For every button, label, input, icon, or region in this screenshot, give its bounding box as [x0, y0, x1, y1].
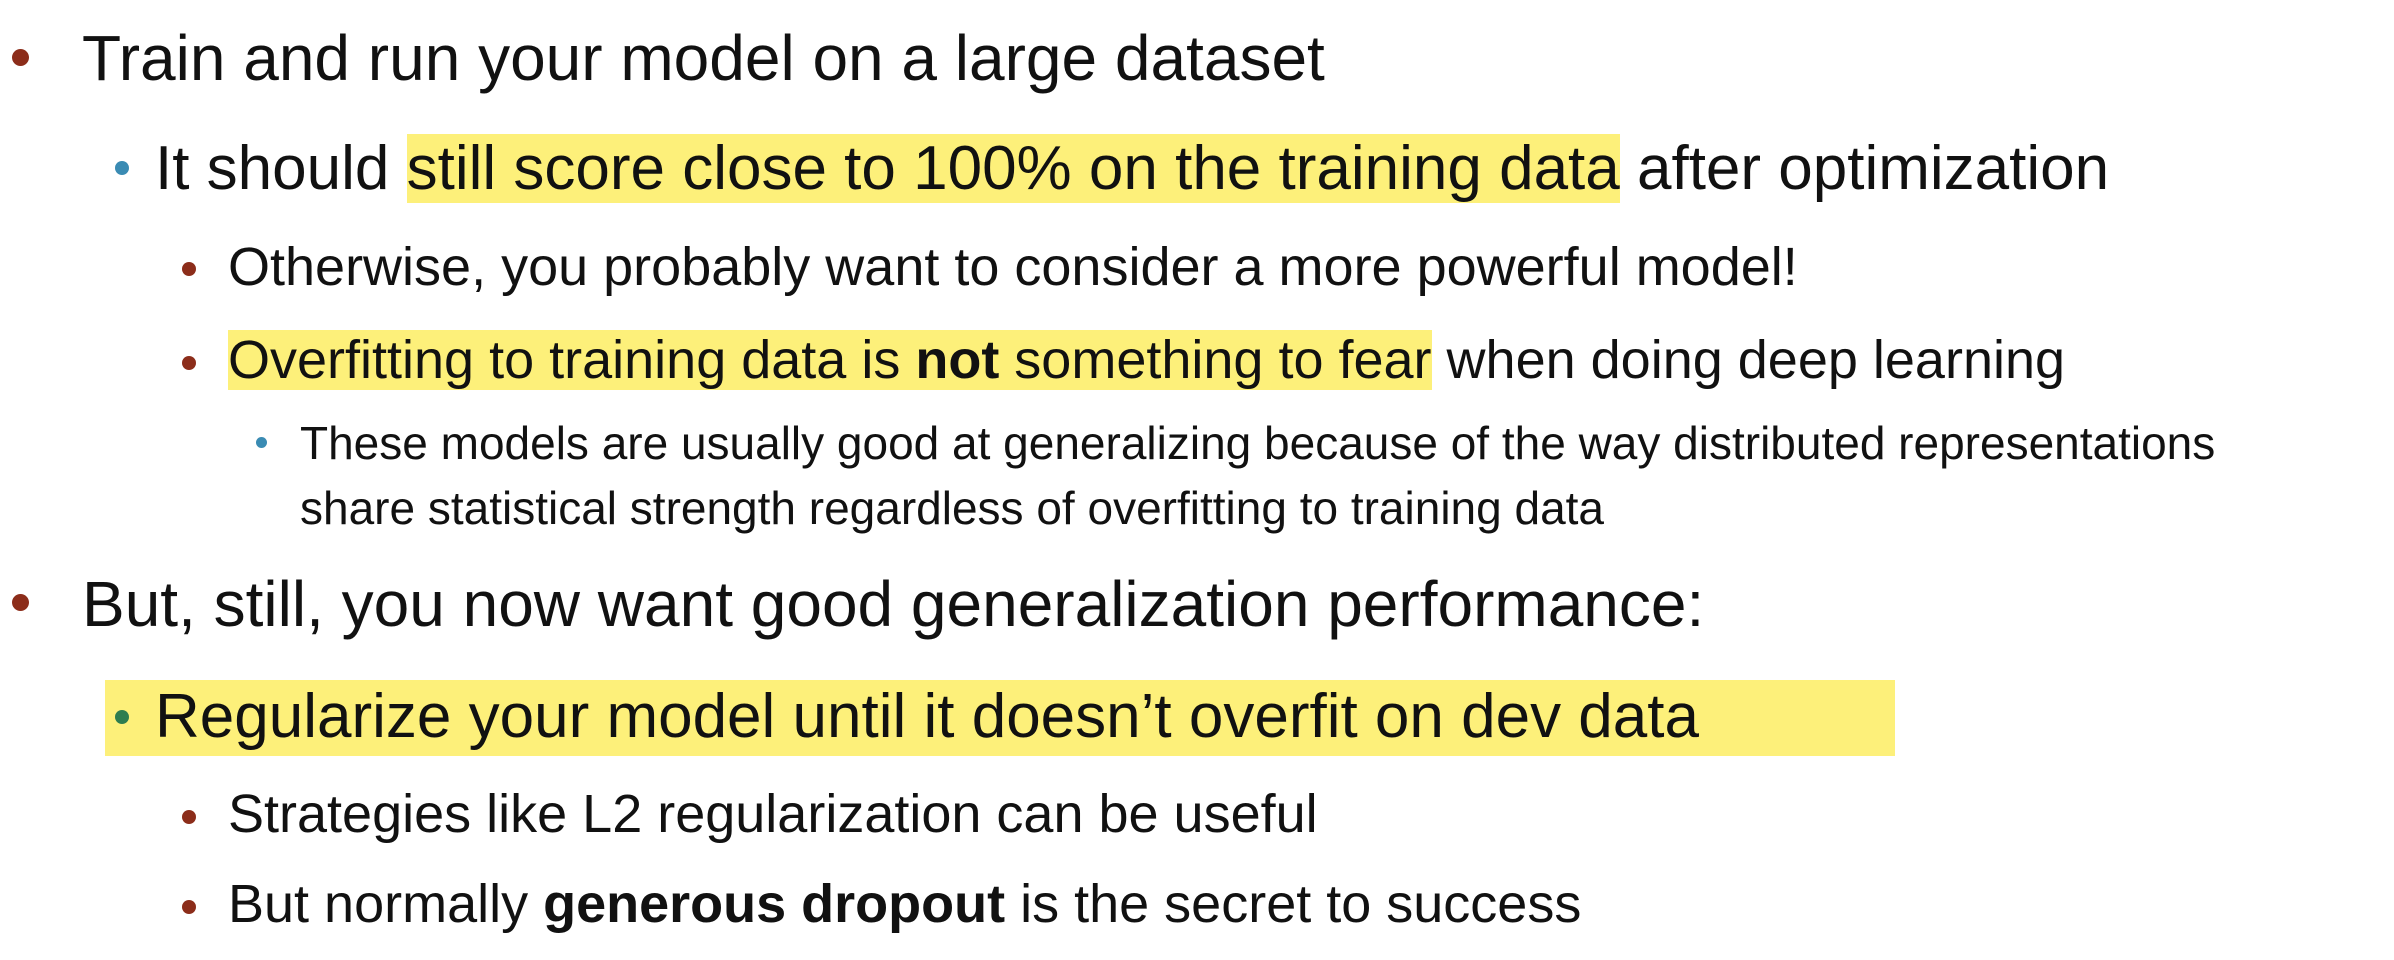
bullet-text: share statistical strength regardless of… — [300, 482, 1605, 534]
bullet-dot — [115, 161, 129, 175]
bold-generous-dropout: generous dropout — [543, 874, 1006, 934]
bullet-text: But, still, you now want good generaliza… — [82, 568, 1705, 640]
bullet-regularize: Regularize your model until it doesn’t o… — [155, 686, 1699, 748]
bullet-dropout: But normally generous dropout is the sec… — [228, 877, 1581, 931]
bullet-dot — [182, 262, 196, 276]
bullet-text: Otherwise, you probably want to consider… — [228, 237, 1798, 297]
bullet-l2-strategies: Strategies like L2 regularization can be… — [228, 787, 1318, 841]
bullet-text-post: is the secret to success — [1005, 874, 1582, 934]
bullet-dot — [182, 356, 196, 370]
highlighted-text: still score close to 100% on the trainin… — [406, 134, 1620, 203]
bullet-text-pre: It should — [155, 134, 407, 203]
bullet-generalization: But, still, you now want good generaliza… — [82, 572, 1704, 636]
bullet-dot — [12, 594, 29, 611]
bullet-overfitting: Overfitting to training data is not some… — [228, 330, 2066, 390]
bullet-text-post: after optimization — [1619, 134, 2110, 203]
bullet-text-post: when doing deep learning — [1431, 330, 2066, 390]
bullet-should-score: It should still score close to 100% on t… — [155, 134, 2109, 203]
bullet-text: Regularize your model until it doesn’t o… — [155, 682, 1699, 751]
highlight-block — [105, 680, 1895, 756]
bullet-models-generalizing-line1: These models are usually good at general… — [300, 420, 2215, 466]
bullet-otherwise: Otherwise, you probably want to consider… — [228, 240, 1798, 294]
bullet-dot — [115, 710, 129, 724]
bullet-text: Strategies like L2 regularization can be… — [228, 784, 1318, 844]
bullet-dot — [12, 49, 29, 66]
bullet-text: Train and run your model on a large data… — [82, 22, 1325, 94]
bullet-text-pre: But normally — [228, 874, 544, 934]
highlighted-text: Overfitting to training data is not some… — [228, 330, 1432, 390]
highlight-post: something to fear — [999, 330, 1432, 390]
bullet-models-generalizing-line2: share statistical strength regardless of… — [300, 485, 1604, 531]
bullet-dot — [182, 810, 196, 824]
bullet-dot — [256, 437, 267, 448]
bullet-text: These models are usually good at general… — [300, 417, 2216, 469]
bullet-train-run: Train and run your model on a large data… — [82, 26, 1325, 90]
bold-not: not — [915, 330, 1000, 390]
highlight-pre: Overfitting to training data is — [228, 330, 916, 390]
bullet-dot — [182, 900, 196, 914]
